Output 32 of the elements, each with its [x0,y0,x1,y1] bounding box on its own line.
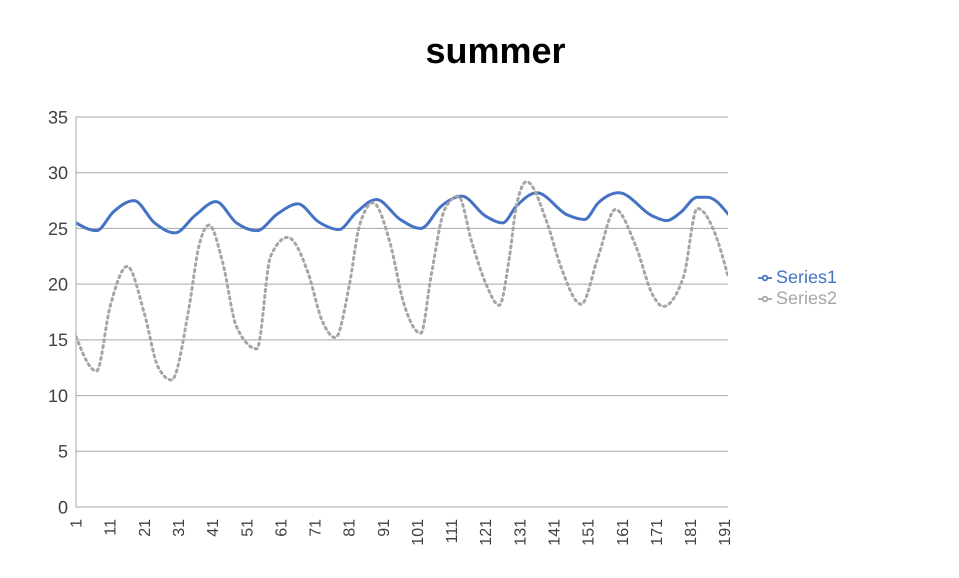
x-tick-label: 111 [444,518,462,544]
x-tick-label: 11 [102,518,120,536]
legend-label: Series1 [776,267,838,287]
x-tick-label: 161 [614,518,632,546]
x-tick-label: 141 [546,518,564,546]
x-tick-label: 21 [136,518,154,537]
x-tick-label: 151 [580,518,598,546]
x-tick-label: 31 [171,518,188,537]
x-tick-label: 181 [683,518,700,546]
x-tick-label: 41 [205,518,222,537]
y-tick-label: 5 [58,442,68,462]
y-tick-label: 20 [48,274,68,295]
x-tick-label: 51 [239,518,256,537]
x-tick-label: 191 [717,518,734,546]
y-tick-label: 35 [48,107,68,128]
y-tick-label: 30 [48,163,68,184]
x-tick-label: 91 [376,518,393,537]
x-tick-label: 131 [512,518,530,546]
y-tick-label: 10 [48,386,68,406]
line-series [76,191,728,234]
x-tick-label: 1 [68,518,86,528]
x-tick-label: 61 [273,518,290,537]
y-tick-label: 15 [48,330,68,350]
legend-label: Series2 [776,288,838,308]
x-tick-label: 71 [308,518,325,537]
y-tick-label: 25 [48,218,68,239]
x-tick-label: 81 [342,518,359,537]
x-tick-label: 101 [410,518,427,546]
x-tick-label: 121 [478,518,496,546]
x-tick-label: 171 [648,518,666,546]
chart-title: summer [424,30,567,72]
y-tick-label: 0 [58,497,68,518]
